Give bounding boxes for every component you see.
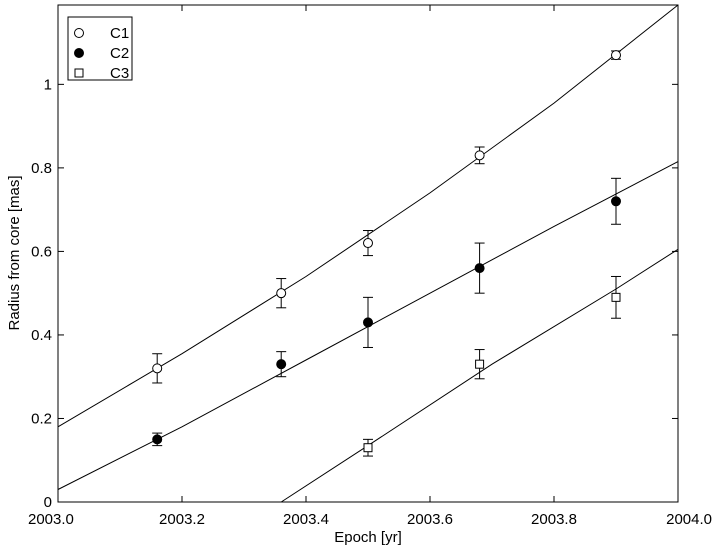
error-bars (152, 50, 621, 457)
point-c1-2 (363, 238, 373, 249)
legend-marker-c1 (74, 28, 84, 38)
y-tick-label-3: 0.6 (31, 243, 52, 260)
y-tick-label-2: 0.4 (31, 327, 52, 344)
point-c1-3 (474, 150, 485, 161)
x-tick-label-0: 2003.0 (28, 511, 74, 528)
legend: C1 C2 C3 (67, 16, 133, 82)
point-c1-1 (276, 288, 287, 299)
legend-label-c2: C2 (110, 45, 129, 62)
legend-label-c1: C1 (110, 25, 129, 42)
point-c1-0 (152, 363, 163, 374)
x-tick-label-5: 2004.0 (666, 511, 712, 528)
x-tick-label-3: 2003.6 (407, 511, 453, 528)
point-c2-2 (363, 317, 373, 328)
x-tick-label-1: 2003.2 (159, 511, 205, 528)
x-axis-label: Epoch [yr] (334, 529, 402, 546)
y-tick-label-4: 0.8 (31, 160, 52, 177)
legend-marker-c3 (74, 68, 84, 78)
y-tick-label-0: 0 (44, 494, 52, 511)
y-tick-label-1: 0.2 (31, 410, 52, 427)
x-tick-label-2: 2003.4 (283, 511, 329, 528)
axis-ticks: 2003.0 2003.2 2003.4 2003.6 2003.8 2004.0 0 0.2… (28, 5, 712, 528)
legend-marker-c2 (74, 48, 84, 58)
point-c2-3 (474, 263, 485, 274)
fit-line-c1 (57, 4, 679, 428)
point-c3-1 (475, 359, 485, 369)
point-c2-4 (611, 196, 621, 207)
legend-label-c3: C3 (110, 65, 129, 82)
point-c3-2 (611, 292, 621, 302)
plot-frame (57, 4, 679, 503)
point-c1-4 (611, 50, 621, 61)
point-c2-1 (276, 359, 287, 370)
point-c3-0 (363, 443, 373, 453)
y-tick-label-5: 1 (44, 76, 52, 93)
point-c2-0 (152, 434, 163, 445)
y-axis-label: Radius from core [mas] (6, 175, 23, 330)
data-markers (152, 50, 621, 453)
x-tick-label-4: 2003.8 (531, 511, 577, 528)
fit-line-c3 (280, 248, 679, 503)
